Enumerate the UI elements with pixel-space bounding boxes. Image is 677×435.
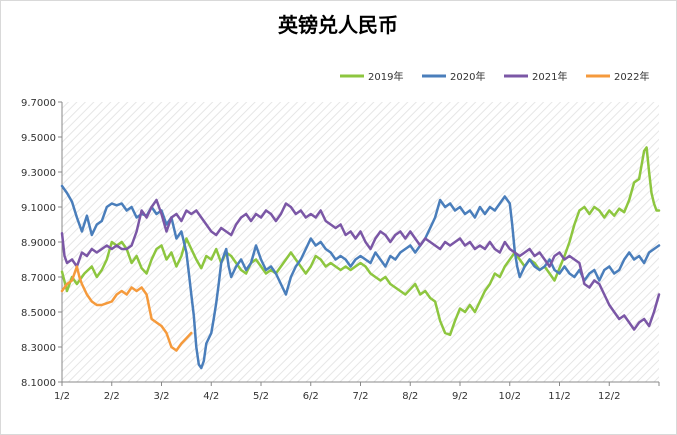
y-tick-label: 8.7000: [21, 273, 56, 284]
series-line-2021年: [60, 198, 661, 331]
plot-area: [62, 102, 659, 382]
legend-label: 2020年: [450, 70, 485, 83]
x-tick-label: 12/2: [598, 391, 620, 402]
x-tick-label: 7/2: [352, 391, 368, 402]
legend: 2019年 2020年 2021年 2022年: [340, 70, 649, 83]
y-tick-label: 9.3000: [21, 168, 56, 179]
chart-title: 英镑兑人民币: [278, 13, 398, 37]
x-tick-label: 4/2: [203, 391, 219, 402]
x-tick-label: 2/2: [104, 391, 120, 402]
legend-label: 2019年: [368, 70, 403, 83]
x-tick-label: 10/2: [499, 391, 521, 402]
y-tick-label: 8.3000: [21, 343, 56, 354]
y-axis: 8.1000 8.3000 8.5000 8.7000 8.9000 9.1000 9.30…: [21, 98, 63, 389]
legend-label: 2021年: [532, 70, 567, 83]
x-tick-label: 5/2: [253, 391, 269, 402]
y-tick-label: 9.7000: [21, 98, 56, 109]
x-tick-label: 9/2: [452, 391, 468, 402]
series-layer: [60, 146, 661, 370]
legend-label: 2022年: [614, 70, 649, 83]
x-axis: 1/2 2/2 3/2 4/2 5/2 6/2 7/2 8/2 9/2 10/2 11/2 12/2: [54, 381, 660, 402]
x-tick-label: 1/2: [54, 391, 70, 402]
y-tick-label: 9.5000: [21, 133, 56, 144]
x-tick-label: 11/2: [548, 391, 570, 402]
y-tick-label: 8.9000: [21, 238, 56, 249]
series-line-2022年: [60, 265, 193, 352]
series-line-2019年: [60, 146, 661, 337]
x-tick-label: 8/2: [402, 391, 418, 402]
x-tick-label: 6/2: [303, 391, 319, 402]
x-tick-label: 3/2: [153, 391, 169, 402]
y-tick-label: 8.1000: [21, 378, 56, 389]
y-tick-label: 9.1000: [21, 203, 56, 214]
y-tick-label: 8.5000: [21, 308, 56, 319]
